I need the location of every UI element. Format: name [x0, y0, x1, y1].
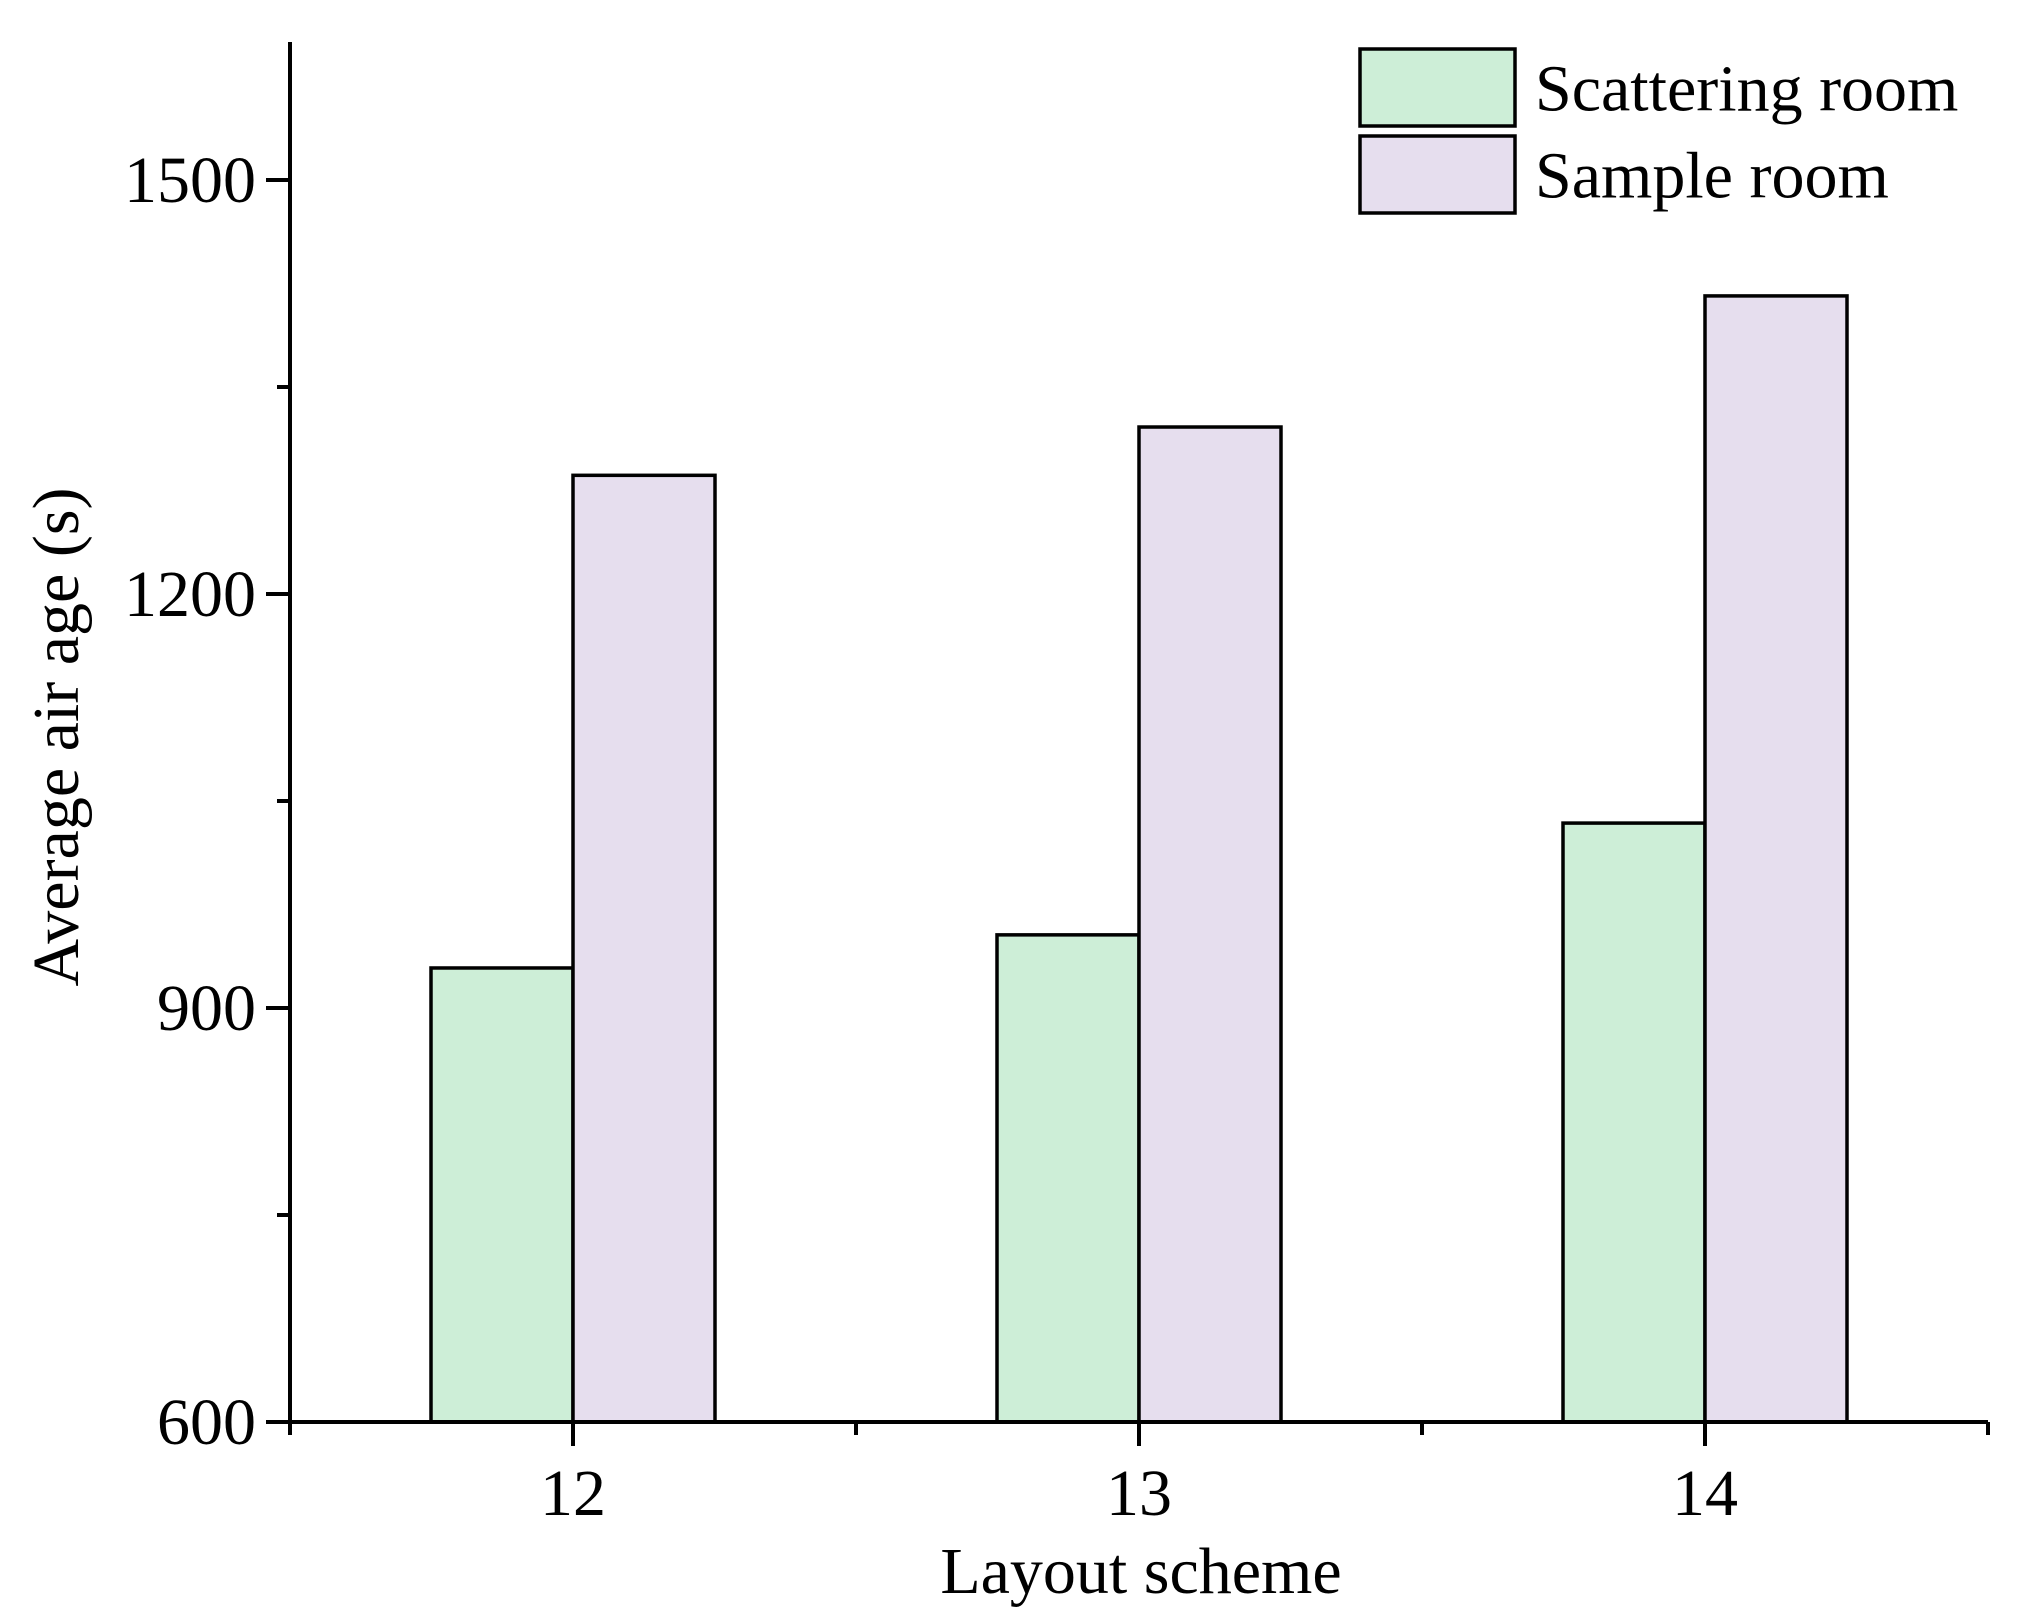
bar-scattering-room-14	[1561, 821, 1707, 1424]
y-tick-label: 1200	[124, 558, 256, 631]
legend-swatch-sample-room	[1358, 134, 1517, 215]
bar-sample-room-12	[571, 473, 717, 1424]
bar-sample-room-14	[1703, 294, 1849, 1424]
x-tick-label: 12	[540, 1457, 606, 1530]
bar-scattering-room-13	[995, 933, 1141, 1424]
y-axis-title: Average air age (s)	[20, 488, 93, 987]
axes: 600 900 1200 1500 12 13 14	[124, 42, 1990, 1530]
legend-swatch-scattering-room	[1358, 47, 1517, 128]
legend-label-sample-room: Sample room	[1535, 140, 1889, 213]
bars	[429, 294, 1849, 1424]
y-tick-label: 900	[157, 972, 256, 1045]
x-tick-label: 14	[1672, 1457, 1738, 1530]
bar-scattering-room-12	[429, 966, 575, 1424]
x-axis-title: Layout scheme	[940, 1535, 1341, 1608]
y-tick-label: 1500	[124, 144, 256, 217]
legend-label-scattering-room: Scattering room	[1535, 53, 1958, 126]
legend: Scattering room Sample room	[1358, 47, 1958, 215]
y-tick-label: 600	[157, 1386, 256, 1459]
x-tick-label: 13	[1106, 1457, 1172, 1530]
bar-sample-room-13	[1137, 425, 1283, 1424]
